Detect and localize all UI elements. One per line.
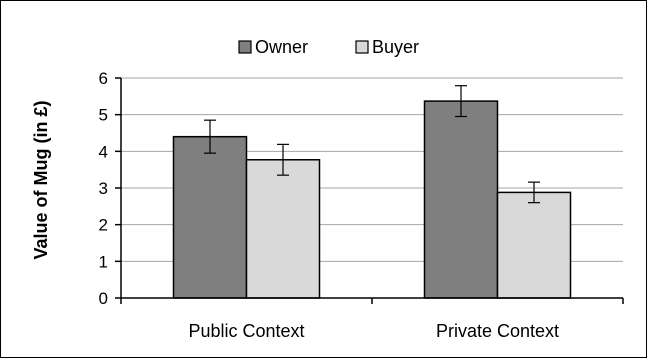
bar-owner <box>423 100 499 299</box>
bar-buyer <box>496 191 572 299</box>
legend-swatch-owner <box>238 40 252 54</box>
y-tick-label: 5 <box>99 106 108 125</box>
category-labels: Public Context Private Context <box>188 321 559 341</box>
legend-swatch-buyer <box>355 40 369 54</box>
y-tick-labels: 0 1 2 3 4 5 6 <box>99 69 108 308</box>
y-tick-label: 1 <box>99 252 108 271</box>
axes <box>115 77 624 304</box>
bars <box>172 85 572 299</box>
y-tick-label: 4 <box>99 142 108 161</box>
y-tick-label: 0 <box>99 289 108 308</box>
legend-label-buyer: Buyer <box>372 37 419 57</box>
legend-label-owner: Owner <box>255 37 308 57</box>
y-tick-label: 2 <box>99 216 108 235</box>
y-tick-label: 6 <box>99 69 108 88</box>
bar-owner <box>172 135 248 299</box>
bar-buyer <box>245 159 321 299</box>
y-tick-label: 3 <box>99 179 108 198</box>
y-axis-title: Value of Mug (in £) <box>31 100 51 259</box>
category-label: Private Context <box>436 321 559 341</box>
legend: Owner Buyer <box>238 37 419 57</box>
category-label: Public Context <box>188 321 304 341</box>
